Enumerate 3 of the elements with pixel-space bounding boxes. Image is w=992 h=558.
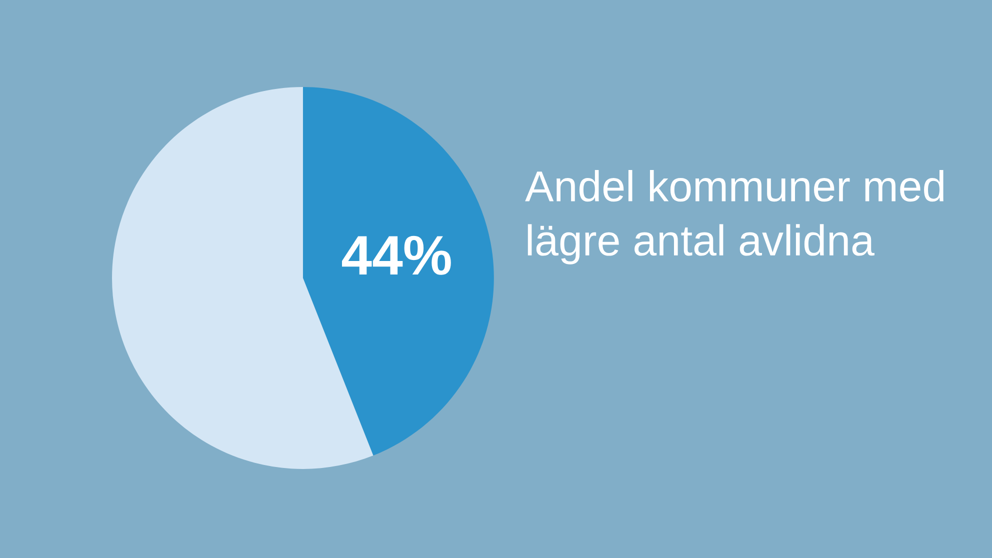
- pie-slice: [302, 87, 494, 456]
- data-label: 44%: [342, 236, 451, 275]
- text: Andel kommuner med lägre antal avlidna: [525, 170, 944, 264]
